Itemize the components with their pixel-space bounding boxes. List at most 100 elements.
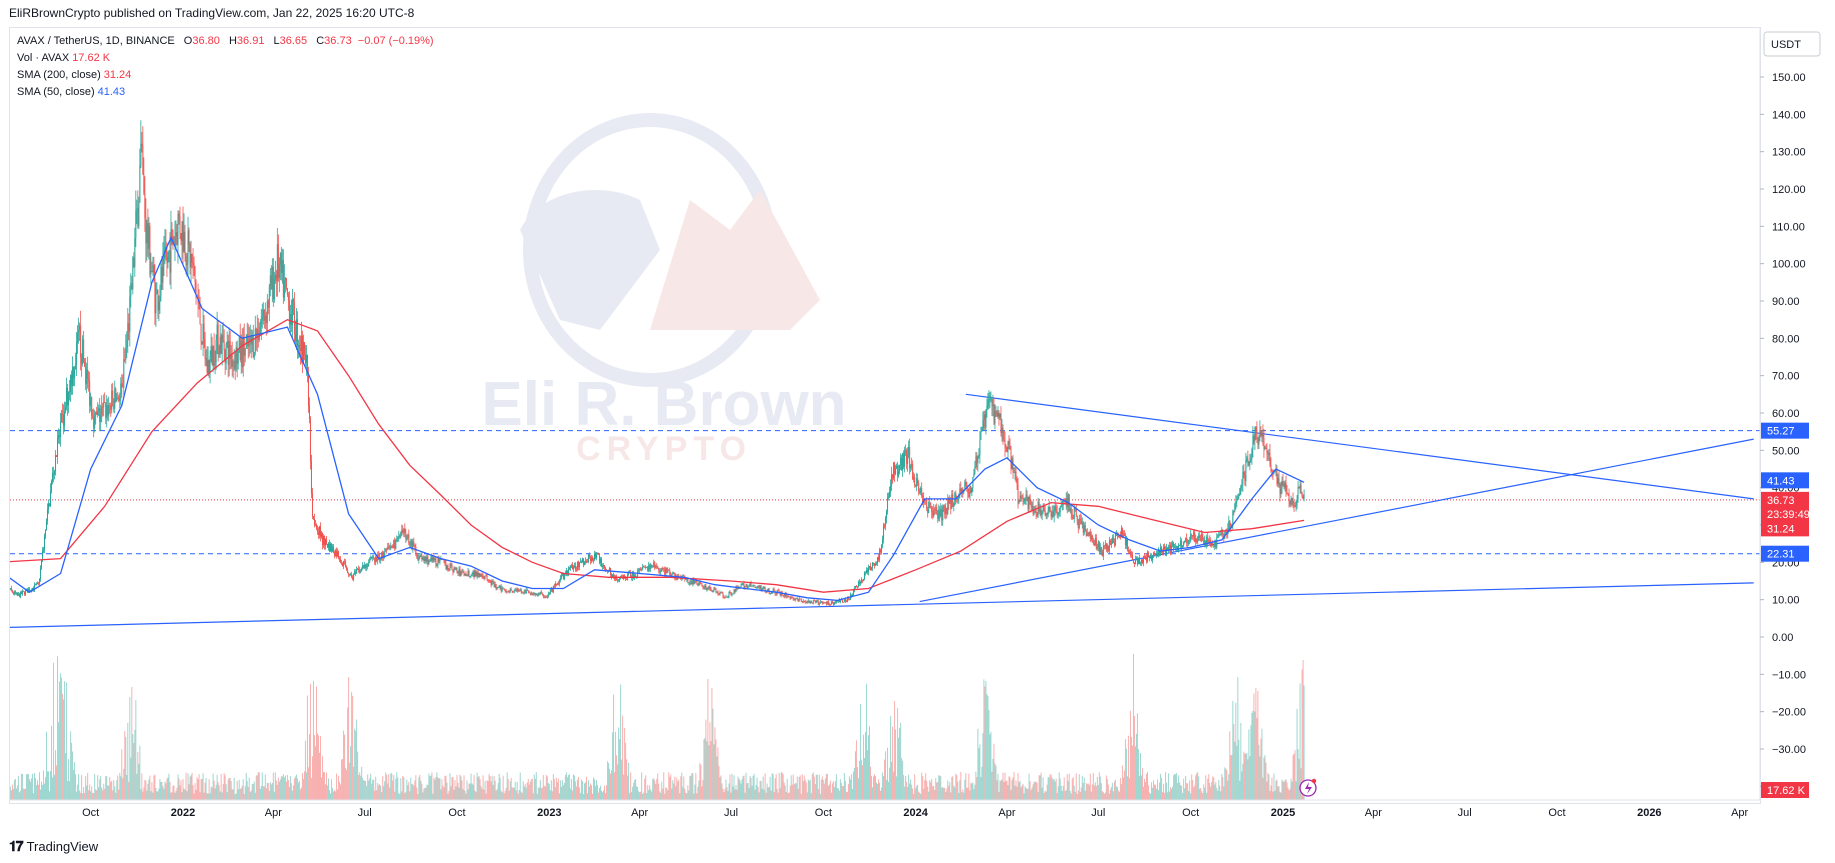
candle-body (510, 589, 512, 591)
volume-bar (1240, 722, 1242, 800)
candle-body (344, 561, 346, 563)
footer[interactable]: 𝟏𝟕 TradingView (9, 838, 98, 855)
trendline[interactable] (919, 438, 1754, 603)
candle-body (1182, 545, 1184, 548)
price-axis[interactable]: −40.00−30.00−20.00−10.000.0010.0020.0030… (1759, 28, 1806, 800)
volume-bar (922, 776, 924, 800)
volume-bar (588, 786, 590, 800)
volume-bar (216, 774, 218, 800)
volume-bar (1024, 786, 1026, 800)
sma200-label: SMA (200, close) (17, 69, 101, 81)
candle-body (1178, 544, 1180, 551)
candle-body (1073, 508, 1075, 519)
volume-bar (951, 777, 953, 800)
volume-bar (454, 780, 456, 800)
candle-body (505, 590, 507, 592)
volume-bar (745, 772, 747, 800)
author-name[interactable]: EliRBrownCrypto (9, 6, 101, 20)
currency-button[interactable]: USDT (1763, 31, 1821, 57)
trendline[interactable] (0, 582, 1754, 628)
volume-bar (667, 790, 669, 800)
trendline[interactable] (965, 393, 1754, 500)
volume-bar (708, 745, 710, 800)
candle-body (697, 583, 699, 586)
volume-bar (280, 776, 282, 800)
candle-body (188, 230, 190, 245)
volume-bar (253, 781, 255, 800)
volume-bar (914, 774, 916, 800)
volume-bar (1112, 791, 1114, 800)
volume-bar (477, 776, 479, 800)
volume-bar (764, 773, 766, 800)
candle-body (1022, 498, 1024, 502)
candle-body (381, 552, 383, 559)
legend-volume-row[interactable]: Vol · AVAX 17.62 K (17, 50, 434, 67)
volume-bar (17, 775, 19, 800)
volume-bar (1029, 781, 1031, 800)
candle-body (1094, 538, 1096, 545)
volume-bar (1298, 758, 1300, 800)
candle-body (410, 540, 412, 546)
candle-body (663, 568, 665, 570)
volume-bar (532, 793, 534, 800)
volume-bar (661, 781, 663, 800)
volume-bar (56, 765, 58, 800)
candle-body (455, 568, 457, 570)
volume-bar (295, 774, 297, 800)
axis-badge-label: 17.62 K (1767, 785, 1806, 797)
volume-bar (799, 775, 801, 800)
candle-body (558, 579, 560, 585)
candle-body (742, 583, 744, 585)
volume-bar (853, 767, 855, 800)
volume-bar (1146, 773, 1148, 800)
volume-bar (519, 772, 521, 800)
volume-bar (1007, 785, 1009, 800)
candle-body (296, 319, 298, 347)
candle-body (1202, 533, 1204, 539)
candle-body (488, 580, 490, 582)
candle-body (843, 599, 845, 603)
trendlines[interactable] (0, 393, 1754, 628)
legend-sma50-row[interactable]: SMA (50, close) 41.43 (17, 84, 434, 101)
volume-bar (443, 787, 445, 800)
volume-bar (793, 784, 795, 800)
volume-bar (662, 788, 664, 800)
candle-body (60, 421, 62, 437)
candle-body (192, 261, 194, 264)
volume-bar (1102, 792, 1104, 800)
replay-icon[interactable] (1299, 778, 1317, 797)
candle-body (871, 567, 873, 571)
legend-sma200-row[interactable]: SMA (200, close) 31.24 (17, 67, 434, 84)
volume-bar (930, 782, 932, 800)
volume-bar (270, 784, 272, 800)
candle-body (1079, 518, 1081, 520)
volume-bar (33, 773, 35, 800)
volume-bar (1302, 659, 1304, 800)
candle-body (954, 493, 956, 504)
candle-body (648, 564, 650, 572)
volume-bar (66, 682, 68, 800)
candle-body (783, 595, 785, 597)
volume-bar (923, 788, 925, 800)
volume-bar (770, 790, 772, 800)
volume-bar (660, 792, 662, 800)
candle-body (464, 573, 466, 576)
legend-symbol-row[interactable]: AVAX / TetherUS, 1D, BINANCE O36.80 H36.… (17, 33, 434, 50)
candle-body (323, 535, 325, 545)
volume-bar (374, 790, 376, 800)
volume-bar (478, 776, 480, 800)
candle-body (222, 335, 224, 341)
volume-bar (1031, 787, 1033, 800)
time-axis[interactable]: Oct 2022 Apr Jul Oct 2023 Apr Jul Oct 2024 Apr Jul O… (10, 799, 1760, 819)
candle-body (1221, 529, 1223, 535)
candle-body (11, 590, 13, 593)
volume-bar (77, 784, 79, 800)
candle-body (1150, 555, 1152, 559)
candle-body (199, 303, 201, 325)
volume-bar (23, 788, 25, 800)
volume-bar (388, 774, 390, 800)
volume-bar (377, 783, 379, 800)
candle-body (1276, 470, 1278, 484)
candle-body (1209, 540, 1211, 544)
